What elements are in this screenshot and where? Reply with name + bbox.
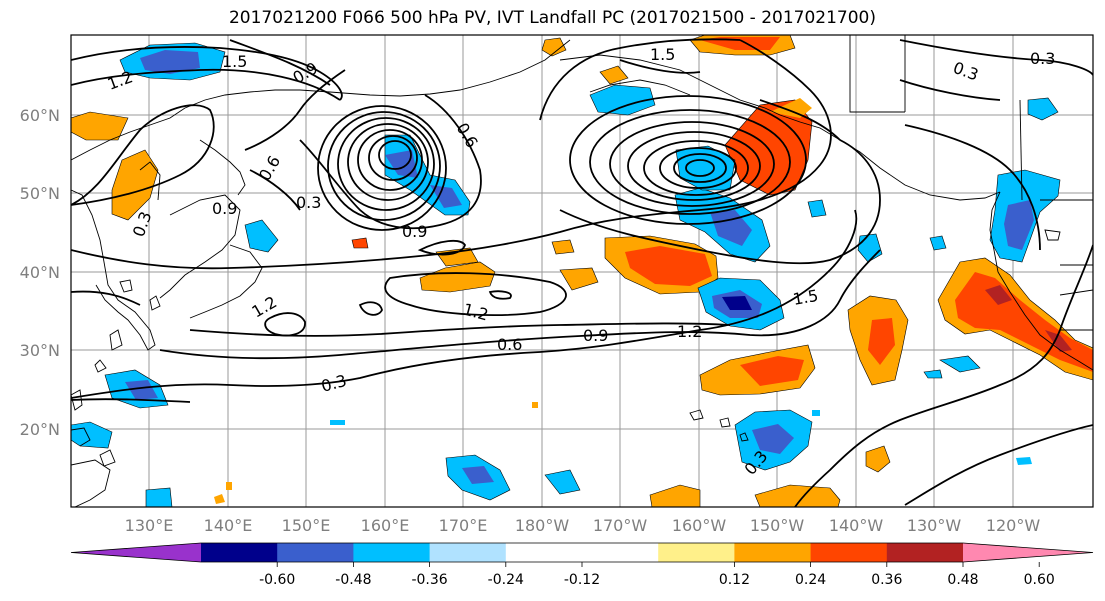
pv-contours <box>71 38 1093 507</box>
contour-label: 0.6 <box>497 335 522 354</box>
colorbar-segment <box>353 543 431 562</box>
colorbar-segment <box>505 543 583 562</box>
lon-label: 130°E <box>125 516 174 535</box>
colorbar-extend-max <box>963 543 1093 562</box>
contour-label: 0.3 <box>1030 49 1055 68</box>
lon-label: 140°W <box>829 516 884 535</box>
colorbar-outline <box>70 542 1094 563</box>
colorbar-tick-label: -0.36 <box>411 572 447 588</box>
colorbar-segment <box>734 543 812 562</box>
lon-label: 180°W <box>515 516 570 535</box>
colorbar-segment <box>582 543 659 562</box>
colorbar-tick-label: -0.24 <box>488 572 524 588</box>
lon-label: 140°E <box>204 516 253 535</box>
lat-label: 60°N <box>20 106 60 125</box>
colorbar-segments <box>70 542 1094 563</box>
lat-label: 20°N <box>20 420 60 439</box>
colorbar-segment <box>429 543 507 562</box>
colorbar-tick-label: 0.36 <box>871 572 902 588</box>
contour-label: 0.9 <box>583 326 608 345</box>
lon-label: 150°W <box>750 516 805 535</box>
lon-label: 150°E <box>282 516 331 535</box>
colorbar-segment <box>886 543 964 562</box>
colorbar-tick-label: 0.48 <box>947 572 978 588</box>
colorbar-segment <box>810 543 888 562</box>
colorbar-tick-label: 0.60 <box>1024 572 1055 588</box>
map-title: 2017021200 F066 500 hPa PV, IVT Landfall… <box>228 8 876 28</box>
lat-label: 30°N <box>20 341 60 360</box>
lon-label: 160°W <box>672 516 727 535</box>
colorbar-extend-min <box>71 543 201 562</box>
contour-label: 0.9 <box>402 222 427 241</box>
lon-label: 120°W <box>986 516 1041 535</box>
ivt-pc-shading <box>71 35 1093 507</box>
contour-label: 0.9 <box>212 199 237 218</box>
longitude-labels: 130°E 140°E 150°E 160°E 170°E 180°W 170°… <box>125 516 1041 535</box>
lat-label: 40°N <box>20 263 60 282</box>
colorbar-tick-label: 0.12 <box>719 572 750 588</box>
contour-label: 0.3 <box>296 193 321 212</box>
colorbar-segment <box>658 543 735 562</box>
colorbar-tick-label: -0.12 <box>564 572 600 588</box>
colorbar-segment <box>277 543 354 562</box>
latitude-labels: 60°N 50°N 40°N 30°N 20°N <box>20 106 60 439</box>
colorbar: -0.60 -0.48 -0.36 -0.24 -0.12 0.12 0.24 0.36 0.4… <box>70 542 1094 588</box>
coastlines <box>71 35 1093 507</box>
colorbar-tick-label: 0.24 <box>795 572 826 588</box>
contour-label: 1.5 <box>222 52 247 71</box>
colorbar-ticks: -0.60 -0.48 -0.36 -0.24 -0.12 0.12 0.24 0.36 0.4… <box>259 562 1055 588</box>
colorbar-tick-label: -0.60 <box>259 572 295 588</box>
contour-label: 1.2 <box>677 322 702 341</box>
map-frame <box>70 34 1094 508</box>
lon-label: 160°E <box>361 516 410 535</box>
lat-label: 50°N <box>20 184 60 203</box>
contour-label: 1.5 <box>650 45 675 64</box>
lon-label: 170°E <box>439 516 488 535</box>
colorbar-tick-label: -0.48 <box>335 572 371 588</box>
lon-label: 130°W <box>907 516 962 535</box>
contour-label: 1.5 <box>791 286 819 309</box>
lon-label: 170°W <box>593 516 648 535</box>
colorbar-segment <box>201 543 278 562</box>
